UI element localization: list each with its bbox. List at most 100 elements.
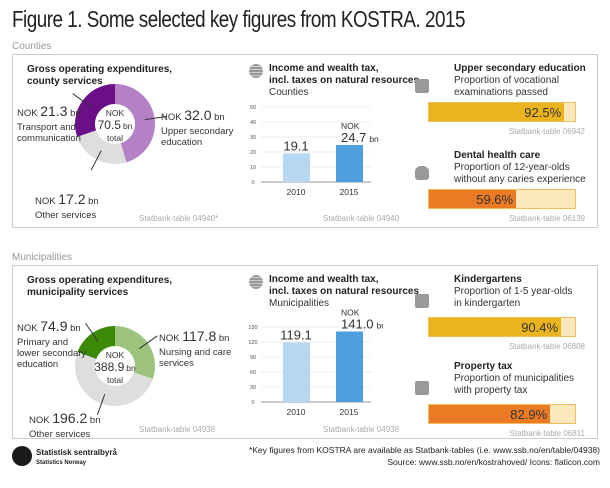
unit: bn — [88, 196, 99, 207]
center-prefix: NOK — [106, 350, 125, 360]
progress-bar: 92.5% — [428, 102, 576, 122]
section-panel: Gross operating expenditures, municipalit… — [12, 265, 598, 440]
slice-name: lower secondary — [17, 348, 87, 359]
slice-value: NOK 196.2 bn — [29, 410, 101, 429]
kpi-title: Property tax — [454, 361, 513, 372]
slice-value: NOK 117.8 bn — [159, 328, 231, 347]
house-icon — [415, 381, 429, 395]
donut-slice — [77, 326, 115, 359]
unit: bn — [369, 134, 379, 144]
nok-prefix: NOK — [341, 121, 360, 131]
progress-fill — [429, 190, 517, 208]
progress-value: 82.9% — [510, 407, 548, 422]
slice-name: Upper secondary — [161, 126, 234, 137]
slice-label: NOK 32.0 bn Upper secondary education — [161, 107, 233, 148]
slice-amount: 74.9 — [40, 318, 68, 334]
kpi-title: Dental health care — [454, 150, 541, 161]
center-total: 388.9 bn — [94, 360, 136, 374]
bar — [283, 153, 310, 182]
progress-value: 92.5% — [524, 105, 562, 120]
y-tick-label: 40 — [250, 120, 256, 126]
unit: bn — [89, 415, 101, 426]
slice-name: Other services — [29, 429, 91, 440]
logo-text: Statistisk sentralbyrå — [36, 448, 117, 457]
bar-value-label: 119.1 — [280, 327, 312, 342]
slice-label: NOK 74.9 bn Primary and lower secondary edu… — [17, 318, 86, 370]
unit: bn — [126, 363, 136, 373]
section-label: Counties — [12, 41, 52, 52]
section-panel: Gross operating expenditures, county serv… — [12, 54, 598, 228]
center-label: total — [107, 375, 123, 385]
slice-label: NOK 21.3 bn Transport and communication — [17, 103, 81, 144]
source-note: Statbank-table 04940* — [139, 214, 219, 223]
kpi-subtitle: Proportion of 1-5 year-olds — [454, 286, 573, 297]
progress-value: 59.6% — [476, 192, 514, 207]
slice-value: NOK 32.0 bn — [161, 107, 233, 126]
x-tick-label: 2015 — [340, 187, 359, 197]
progress-value: 90.4% — [521, 320, 559, 335]
center-label: total — [107, 133, 123, 143]
donut-slice — [75, 84, 115, 137]
y-tick-label: 10 — [250, 165, 256, 171]
leader-line — [72, 93, 91, 107]
leader-line — [144, 116, 167, 121]
kindergarten-icon — [415, 294, 429, 308]
kpi-subtitle: Proportion of municipalities — [454, 373, 575, 384]
footnote: *Key figures from KOSTRA are available a… — [248, 445, 600, 455]
logo-subtext: Statistics Norway — [36, 460, 87, 466]
leader-line — [90, 150, 102, 171]
source-note: Statbank-table 04938 — [139, 425, 216, 434]
bar — [336, 331, 363, 402]
nok-prefix: NOK — [35, 196, 56, 207]
bars-subtitle: Counties — [269, 87, 309, 98]
bar-value-label: 19.1 — [283, 138, 308, 153]
donut-slice — [75, 351, 153, 406]
coins-icon — [249, 64, 263, 78]
y-tick-label: 20 — [250, 150, 256, 156]
slice-name: Other services — [35, 210, 97, 221]
progress-fill — [429, 405, 551, 423]
donut-title: Gross operating expenditures, — [27, 64, 173, 75]
progress-bar: 90.4% — [428, 317, 576, 337]
unit: bn — [218, 333, 230, 344]
kpi-subtitle: without any caries experience — [454, 174, 586, 185]
center-value: 388.9 — [94, 360, 124, 374]
source-note: Statbank-table 06808 — [508, 342, 585, 351]
source-note: Statbank-table 06139 — [508, 214, 585, 223]
nok-prefix: NOK — [17, 323, 38, 334]
nok-prefix: NOK — [159, 333, 180, 344]
slice-label: NOK 117.8 bn Nursing and care services — [159, 328, 231, 369]
slice-name: services — [159, 358, 194, 369]
center-value: 70.5 — [98, 118, 122, 132]
y-tick-label: 30 — [250, 385, 256, 391]
bar — [336, 144, 363, 182]
tooth-icon — [415, 166, 429, 180]
center-prefix: NOK — [106, 108, 125, 118]
donut-slice — [115, 326, 155, 380]
bar-value-label: 24.7 bn — [341, 130, 379, 145]
bar — [283, 342, 310, 402]
unit: bn — [123, 121, 133, 131]
y-tick-label: 50 — [250, 105, 256, 111]
slice-amount: 196.2 — [52, 410, 88, 426]
donut-title: county services — [27, 76, 103, 87]
kpi-subtitle: Proportion of vocational — [454, 75, 560, 86]
kpi-subtitle: with property tax — [454, 385, 528, 396]
ssb-logo-icon — [12, 446, 32, 466]
y-tick-label: 0 — [251, 400, 254, 406]
source-note: Statbank-table 04940 — [323, 214, 400, 223]
nok-prefix: NOK — [29, 415, 50, 426]
donut-slice — [77, 130, 127, 164]
kpi-subtitle: in kindergarten — [454, 298, 521, 309]
nok-prefix: NOK — [17, 108, 38, 119]
leader-line — [139, 335, 158, 349]
slice-name: education — [17, 359, 59, 370]
bars-subtitle: Municipalities — [269, 298, 330, 309]
x-tick-label: 2010 — [287, 187, 306, 197]
progress-bar: 82.9% — [428, 404, 576, 424]
donut-title: Gross operating expenditures, — [27, 275, 173, 286]
y-tick-label: 120 — [248, 340, 257, 346]
